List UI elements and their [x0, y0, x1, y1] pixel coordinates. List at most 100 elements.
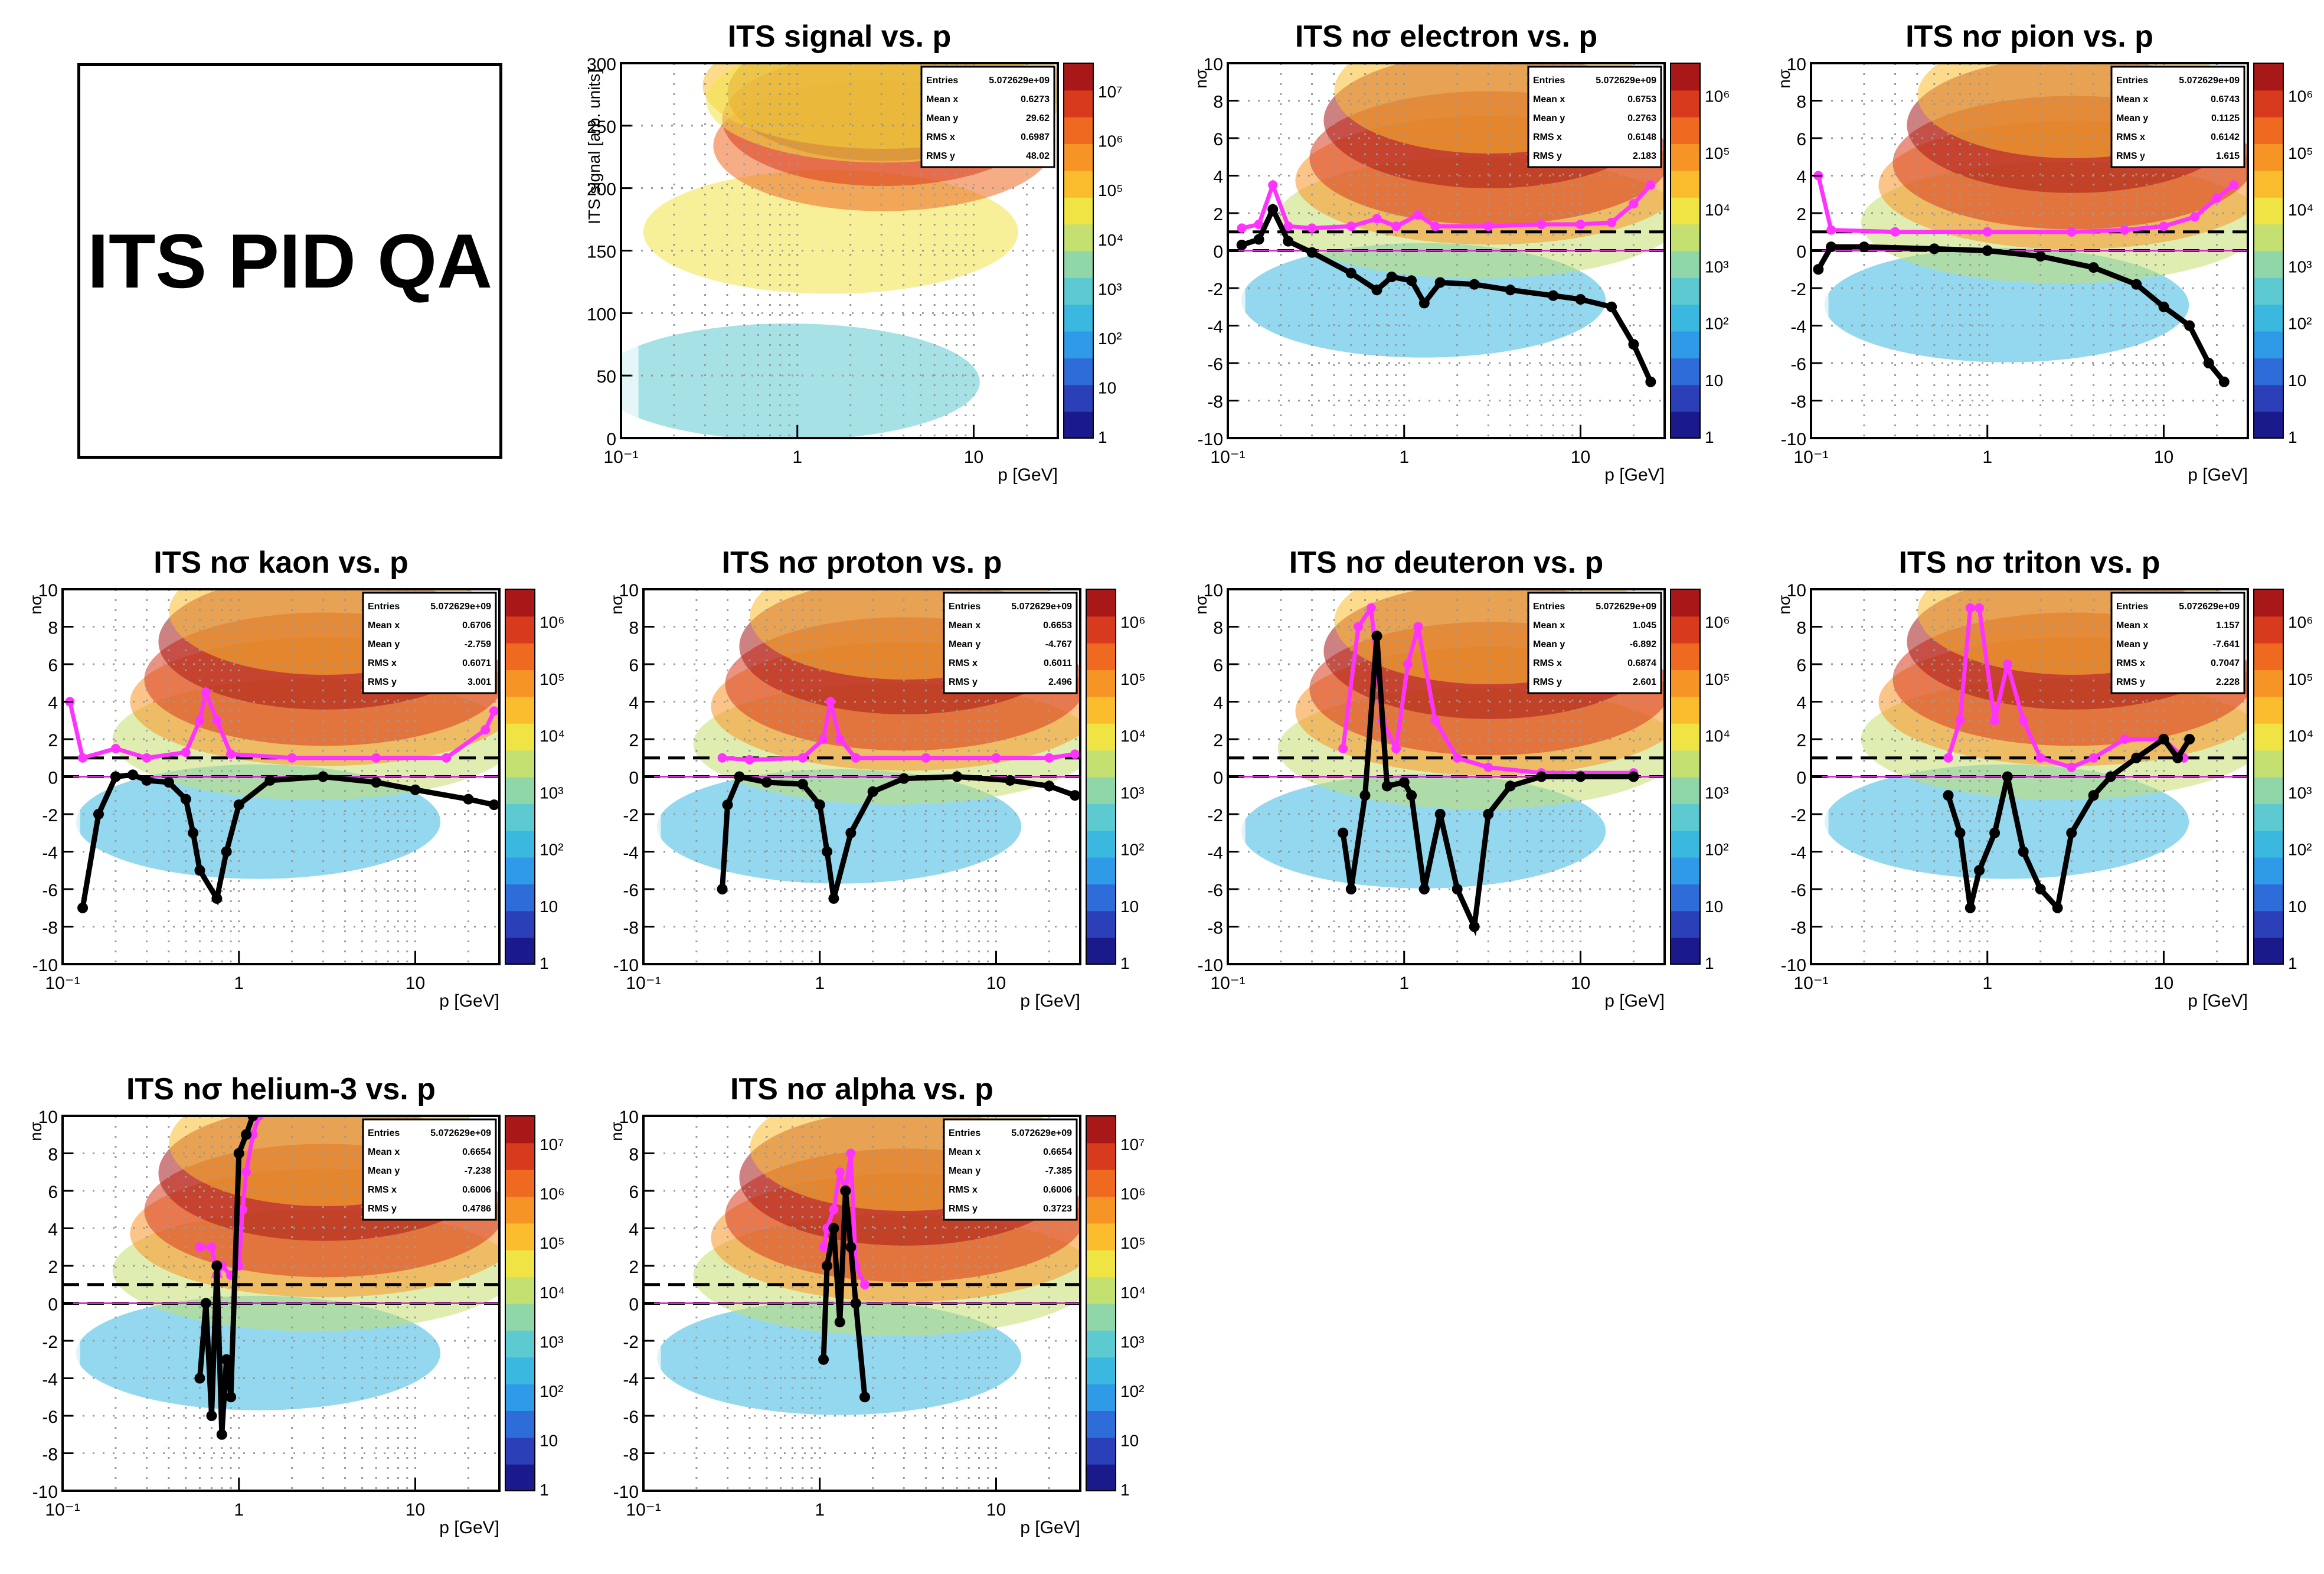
mean-point [1070, 790, 1080, 801]
colorbar-segment [505, 589, 535, 617]
colorbar-frame [2253, 63, 2284, 439]
stats-value: 29.62 [1026, 113, 1050, 123]
y-tick-label: 10 [1787, 581, 1806, 600]
stats-label: RMS x [368, 658, 397, 668]
x-axis-label: p [GeV] [2188, 991, 2248, 1011]
stats-box [943, 592, 1078, 694]
stats-value: 0.6874 [1627, 658, 1656, 668]
colorbar-segment [2254, 277, 2283, 305]
mean-point [1406, 275, 1417, 286]
sigma-point [1044, 753, 1054, 763]
colorbar-segment [2254, 670, 2283, 697]
colorbar-segment [2254, 589, 2283, 617]
y-axis-label: nσ [1192, 595, 1210, 615]
sigma-point [110, 743, 120, 753]
panel-2: ITS nσ electron vs. p-10-8-6-4-20246810n… [1192, 19, 1730, 485]
stats-value: 0.2763 [1627, 113, 1656, 123]
y-tick-label: -6 [1207, 355, 1223, 374]
colorbar-segment [2254, 616, 2283, 644]
stats-value: 0.6148 [1627, 132, 1656, 142]
mean-point [1452, 884, 1463, 894]
stats-label: Mean x [1533, 621, 1565, 631]
profiles [1236, 179, 1656, 387]
y-tick-label: 8 [629, 619, 639, 638]
colorbar-segment [2254, 803, 2283, 831]
colorbar-segment [1064, 384, 1093, 412]
y-tick-label: 2 [1213, 205, 1223, 224]
y-tick-label: 0 [629, 1295, 639, 1315]
mean-point [850, 1298, 861, 1309]
colorbar-segment [1064, 224, 1093, 252]
z-tick-label: 10⁶ [540, 1185, 565, 1203]
panel-6: ITS nσ deuteron vs. p-10-8-6-4-20246810n… [1192, 546, 1730, 1011]
y-tick-label: -10 [1198, 430, 1223, 449]
colorbar-segment [2254, 143, 2283, 171]
sigma-profile-line [1816, 175, 2235, 234]
mean-point [1645, 376, 1656, 387]
stats-value: 0.6653 [1043, 621, 1072, 631]
colorbar-segment [1086, 803, 1116, 831]
mean-point [2035, 884, 2046, 894]
sigma-point [1955, 716, 1965, 726]
colorbar-segment [2254, 776, 2283, 804]
mean-point [1418, 884, 1430, 894]
stats-value: 5.072629e+09 [430, 1128, 491, 1138]
z-tick-label: 10⁵ [540, 670, 565, 688]
mean-point [2158, 734, 2169, 744]
mean-point [952, 771, 963, 782]
sigma-point [1413, 622, 1423, 632]
mean-point [2184, 320, 2195, 331]
x-tick-label: 1 [234, 974, 244, 993]
stats-box [362, 592, 497, 694]
colorbar-segment [1086, 616, 1116, 644]
y-tick-label: 4 [1796, 694, 1806, 713]
z-tick-label: 10³ [1120, 783, 1144, 802]
stats-label: RMS x [949, 1185, 978, 1195]
y-axis-label: ITS signal [arb. units] [585, 69, 603, 224]
sigma-point [195, 1242, 205, 1252]
y-tick-label: -4 [1790, 844, 1806, 863]
mean-point [797, 779, 808, 790]
z-tick-label: 10⁴ [1705, 727, 1730, 745]
mean-point [247, 1116, 259, 1121]
mean-point [1338, 827, 1349, 838]
stats-label: Entries [949, 1128, 980, 1138]
x-tick-label: 10 [1571, 974, 1590, 993]
colorbar-segment [505, 642, 535, 671]
z-tick-label: 10² [540, 1382, 563, 1400]
y-tick-label: -10 [32, 956, 58, 975]
stats-label: Mean y [926, 113, 958, 123]
plot-title: ITS nσ kaon vs. p [153, 546, 408, 580]
mean-point [2184, 734, 2195, 744]
x-tick-label: 10 [406, 974, 425, 993]
sigma-point [489, 706, 499, 716]
plot-title: ITS nσ deuteron vs. p [1289, 546, 1604, 580]
x-tick-label: 1 [234, 1500, 244, 1520]
mean-point [1469, 921, 1480, 932]
stats-label: RMS y [949, 677, 978, 687]
colorbar-segment [1671, 63, 1700, 91]
mean-point [1826, 241, 1837, 253]
z-tick-label: 10³ [1120, 1333, 1144, 1351]
colorbar-segment [505, 723, 535, 751]
z-tick-label: 1 [540, 954, 549, 972]
mean-point [211, 893, 223, 904]
sigma-point [1975, 603, 1985, 613]
sigma-point [797, 753, 808, 763]
x-axis-label: p [GeV] [1604, 465, 1665, 485]
mean-point [2158, 301, 2169, 312]
stats-value: 2.183 [1633, 151, 1656, 161]
z-tick-label: 10⁶ [1120, 613, 1146, 632]
colorbar-segment [1086, 776, 1116, 804]
z-tick-label: 10⁶ [1120, 1185, 1146, 1203]
stats-value: 0.6011 [1044, 658, 1072, 668]
y-tick-label: 4 [48, 1220, 58, 1240]
sigma-point [201, 687, 211, 697]
y-tick-label: 4 [1796, 168, 1806, 187]
colorbar-segment [1671, 937, 1700, 965]
y-axis-label: nσ [1775, 595, 1793, 615]
mean-point [2088, 262, 2099, 273]
mean-point [489, 799, 499, 811]
stats-label: Mean x [926, 94, 958, 105]
colorbar-segment [1086, 1116, 1116, 1144]
